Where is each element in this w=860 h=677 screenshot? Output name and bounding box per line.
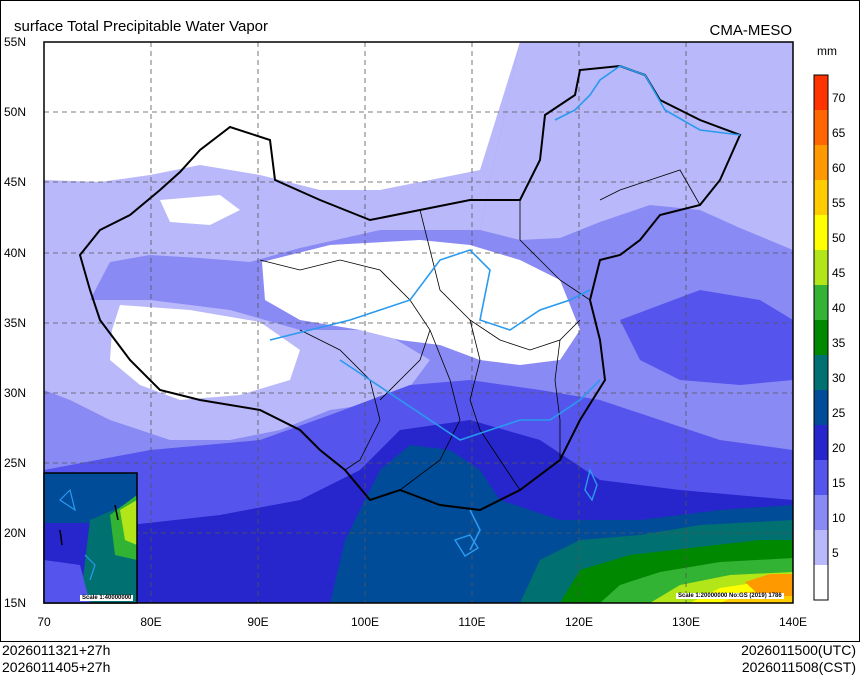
colorbar-label-35: 35 [832,336,846,350]
colorbar-label-30: 30 [832,371,846,385]
province-boundaries [259,169,701,491]
hainan-island [453,534,479,557]
lat-label-20n: 20N [4,526,27,540]
lat-label-15n: 15N [4,596,27,610]
main-scale-note: Scale 1:20000000 No:GS (2019) 1786 [676,593,784,599]
colorbar-segment [814,75,828,110]
map-border [43,41,794,604]
lon-label-130e: 130E [671,615,701,629]
valid-time-utc: 2026011500(UTC) [741,642,856,658]
field-60-65 [745,574,793,596]
taiwan-island [584,467,598,502]
lon-label-100e: 100E [350,615,380,629]
inset-scale-note: Scale 1:40000000 [80,595,134,601]
colorbar-segment [814,530,828,565]
colorbar-segment [814,355,828,390]
colorbar-segment [814,565,828,600]
colorbar-label-60: 60 [832,161,846,175]
colorbar-label-10: 10 [832,511,846,525]
lat-label-55n: 55N [4,35,27,49]
field-below-5-north [44,42,520,190]
colorbar-segment [814,285,828,320]
field-below-5-plateau [110,305,300,400]
lon-label-110e: 110E [458,615,486,629]
lon-label-120e: 120E [564,615,594,629]
colorbar-label-70: 70 [832,91,846,105]
colorbar-segment [814,390,828,425]
colorbar-label-15: 15 [832,476,846,490]
colorbar-label-65: 65 [832,126,846,140]
colorbar-segment [814,145,828,180]
colorbar-segment [814,215,828,250]
field-5-10-northeast [480,42,793,250]
init-time-cst: 2026011405+27h [2,659,111,675]
colorbar-segment [814,250,828,285]
field-15-20-pacific [620,290,793,385]
colorbar [814,75,828,600]
lon-label-140e: 140E [778,615,808,629]
lat-label-35n: 35N [4,316,27,330]
colorbar-segment [814,495,828,530]
colorbar-label-45: 45 [832,266,846,280]
lat-label-50n: 50N [4,105,27,119]
colorbar-border [813,74,829,601]
colorbar-label-20: 20 [832,441,846,455]
field-below-5-central [262,240,580,365]
lat-label-30n: 30N [4,386,27,400]
valid-time-cst: 2026011508(CST) [741,659,856,675]
colorbar-label-25: 25 [832,406,846,420]
colorbar-label-50: 50 [832,231,846,245]
field-below-5-patch [160,195,240,225]
water-vapor-field [44,42,793,603]
lon-label-90e: 90E [247,615,269,629]
model-source-label: CMA-MESO [709,22,793,39]
colorbar-label-5: 5 [832,546,839,560]
colorbar-unit: mm [817,44,837,58]
colorbar-label-55: 55 [832,196,846,210]
lon-label-80e: 80E [140,615,162,629]
colorbar-segment [814,460,828,495]
colorbar-segment [814,110,828,145]
colorbar-segment [814,425,828,460]
lat-label-45n: 45N [4,175,27,189]
init-time-utc: 2026011321+27h [2,642,111,658]
precipitable-water-map [43,41,829,604]
colorbar-label-40: 40 [832,301,846,315]
lat-label-25n: 25N [4,456,27,470]
rivers [269,65,741,551]
south-china-sea-inset [43,472,138,604]
colorbar-segment [814,320,828,355]
lat-label-40n: 40N [4,246,27,260]
map-title: surface Total Precipitable Water Vapor [14,18,269,35]
lon-label-70: 70 [37,615,51,629]
colorbar-segment [814,180,828,215]
